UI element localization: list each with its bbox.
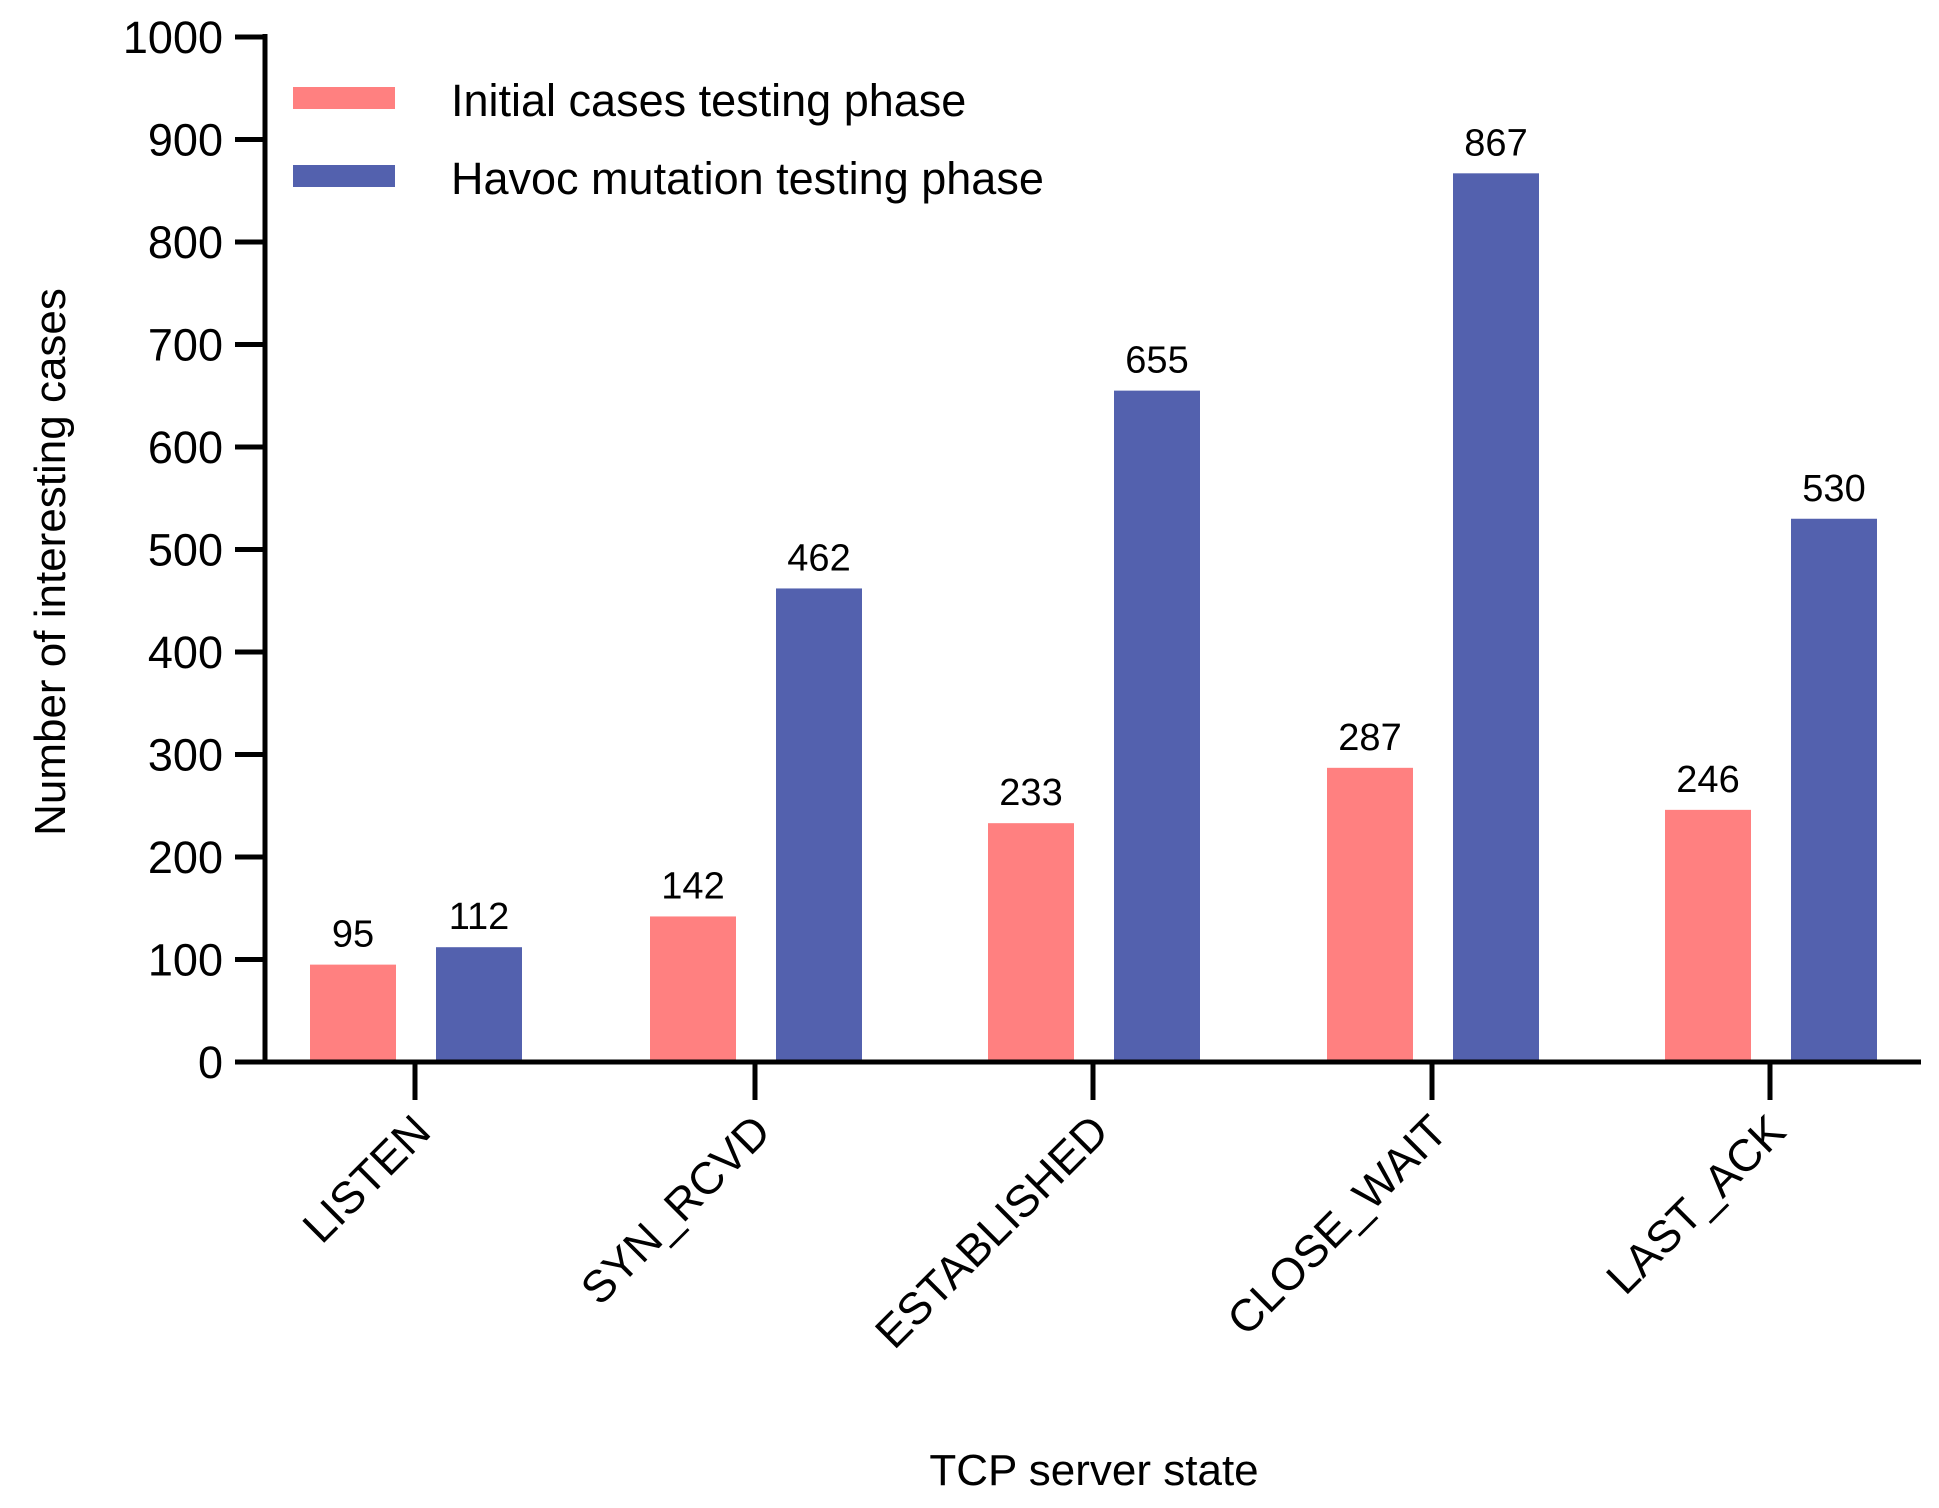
bar-listen-havoc	[436, 947, 522, 1062]
y-tick-label: 900	[148, 115, 223, 166]
y-axis-title: Number of interesting cases	[26, 288, 75, 836]
data-label: 655	[1125, 340, 1188, 382]
y-tick-label: 400	[148, 627, 223, 678]
x-tick-label: CLOSE_WAIT	[1217, 1105, 1457, 1345]
legend-label: Initial cases testing phase	[451, 75, 966, 126]
data-label: 462	[787, 537, 850, 579]
data-label: 233	[999, 772, 1062, 814]
bar-syn_rcvd-initial	[650, 916, 736, 1062]
y-tick-label: 0	[198, 1037, 223, 1088]
x-axis-title: TCP server state	[929, 1446, 1258, 1495]
data-label: 95	[332, 914, 374, 956]
y-tick-label: 700	[148, 320, 223, 371]
x-tick-label: LAST_ACK	[1596, 1105, 1795, 1304]
legend-swatch	[293, 165, 395, 187]
bar-last_ack-initial	[1665, 809, 1751, 1062]
data-label: 867	[1464, 122, 1527, 164]
y-tick-label: 200	[148, 832, 223, 883]
legend-label: Havoc mutation testing phase	[451, 153, 1044, 204]
bar-listen-initial	[310, 964, 396, 1062]
data-label: 112	[449, 896, 510, 938]
axes-layer: LISTEN SYN_RCVD ESTABLISHED CLOSE_WAIT LAST_…	[123, 12, 1921, 1358]
data-label: 142	[661, 865, 724, 907]
legend: Initial cases testing phase Havoc mutatio…	[293, 75, 1044, 204]
data-label: 287	[1338, 717, 1401, 759]
y-tick-label: 600	[148, 422, 223, 473]
x-tick-label: ESTABLISHED	[865, 1105, 1118, 1358]
bar-last_ack-havoc	[1791, 518, 1877, 1062]
y-tick-label: 100	[148, 935, 223, 986]
data-label: 530	[1802, 468, 1865, 510]
legend-swatch	[293, 87, 395, 109]
y-tick-label: 500	[148, 525, 223, 576]
bars-layer: 95 112 142 462 233 655 287 867 246 530	[310, 122, 1877, 1062]
bar-close_wait-initial	[1327, 767, 1413, 1062]
x-tick-label: LISTEN	[293, 1105, 440, 1252]
bar-established-havoc	[1114, 390, 1200, 1062]
y-tick-label: 300	[148, 730, 223, 781]
bar-close_wait-havoc	[1453, 173, 1539, 1062]
bar-established-initial	[988, 823, 1074, 1062]
y-tick-label: 1000	[123, 12, 223, 63]
bar-syn_rcvd-havoc	[776, 588, 862, 1062]
data-label: 246	[1676, 759, 1739, 801]
y-tick-label: 800	[148, 217, 223, 268]
x-tick-label: SYN_RCVD	[571, 1105, 780, 1314]
